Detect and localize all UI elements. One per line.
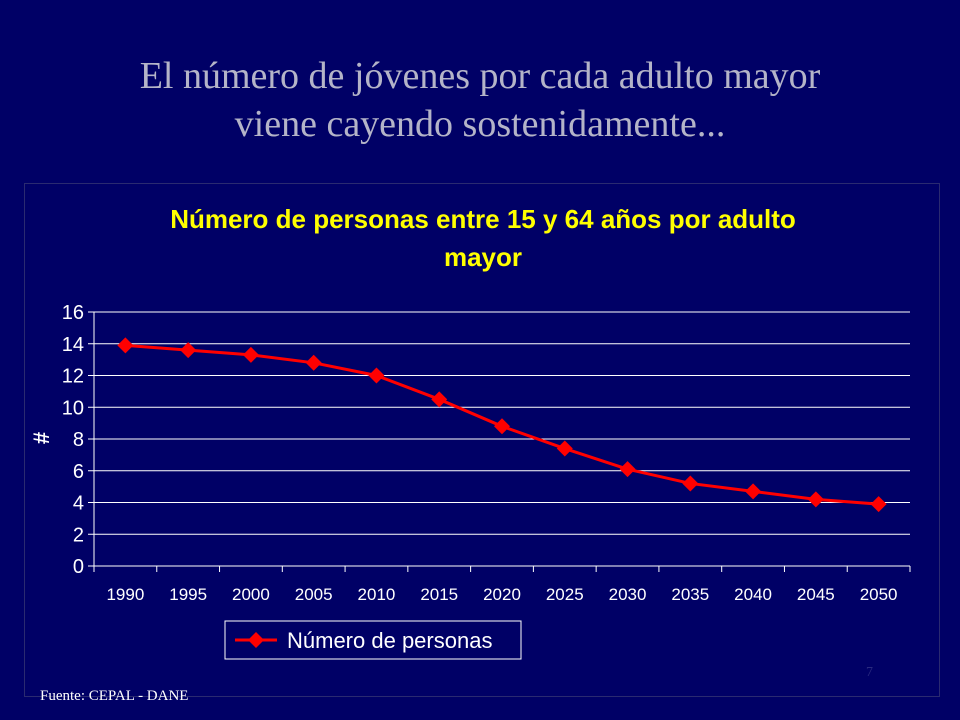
x-tick-label: 2025 bbox=[546, 585, 584, 604]
x-tick-label: 2050 bbox=[860, 585, 898, 604]
chart-title-line-1: Número de personas entre 15 y 64 años po… bbox=[170, 204, 796, 234]
x-tick-label: 2010 bbox=[358, 585, 396, 604]
y-tick-label: 10 bbox=[62, 397, 84, 419]
data-point bbox=[180, 342, 197, 359]
data-point bbox=[494, 418, 510, 435]
data-point bbox=[368, 367, 385, 384]
y-tick-label: 2 bbox=[73, 524, 84, 546]
x-tick-label: 2015 bbox=[420, 585, 458, 604]
grid-layer bbox=[93, 311, 910, 567]
data-point bbox=[619, 461, 636, 478]
source-note: Fuente: CEPAL - DANE bbox=[40, 688, 189, 704]
y-tick-label: 0 bbox=[73, 556, 84, 578]
y-tick-label: 4 bbox=[73, 493, 84, 515]
legend-marker bbox=[248, 632, 264, 648]
data-point bbox=[556, 440, 573, 457]
x-tick-label: 1990 bbox=[106, 585, 144, 604]
y-tick-label: 8 bbox=[73, 429, 84, 451]
x-tick-label: 2020 bbox=[483, 585, 521, 604]
tick-layer: 0 2 4 6 8 10 12 14 16 1990 1995 2000 2005 2010 2015 202… bbox=[62, 302, 911, 604]
y-axis-label: # bbox=[29, 432, 54, 444]
data-point bbox=[305, 354, 322, 371]
line-chart: Número de personas entre 15 y 64 años po… bbox=[29, 204, 911, 660]
y-tick-label: 6 bbox=[73, 461, 84, 483]
data-point bbox=[431, 391, 448, 408]
x-tick-label: 2040 bbox=[734, 585, 772, 604]
x-tick-label: 2035 bbox=[671, 585, 709, 604]
data-point bbox=[807, 491, 824, 508]
x-tick-label: 2005 bbox=[295, 585, 333, 604]
slide-title-line-1: El número de jóvenes por cada adulto may… bbox=[139, 55, 821, 97]
data-point bbox=[870, 496, 887, 513]
data-point bbox=[745, 483, 762, 500]
x-tick-label: 2030 bbox=[609, 585, 647, 604]
legend: Número de personas bbox=[224, 620, 522, 660]
slide-title: El número de jóvenes por cada adulto may… bbox=[0, 52, 960, 148]
chart-frame: Número de personas entre 15 y 64 años po… bbox=[24, 183, 940, 697]
x-tick-label: 2045 bbox=[797, 585, 835, 604]
chart-title-line-2: mayor bbox=[444, 242, 522, 272]
y-tick-label: 16 bbox=[62, 302, 84, 324]
x-tick-label: 1995 bbox=[169, 585, 207, 604]
series-layer bbox=[117, 337, 887, 513]
y-tick-label: 12 bbox=[62, 366, 84, 388]
slide-title-line-2: viene cayendo sostenidamente... bbox=[234, 103, 726, 145]
data-point bbox=[682, 475, 699, 492]
data-point bbox=[117, 337, 134, 354]
legend-box bbox=[224, 620, 522, 660]
legend-label: Número de personas bbox=[287, 628, 492, 653]
page-number: 7 bbox=[866, 665, 873, 680]
data-point bbox=[242, 346, 259, 363]
y-tick-label: 14 bbox=[62, 334, 84, 356]
x-tick-label: 2000 bbox=[232, 585, 270, 604]
